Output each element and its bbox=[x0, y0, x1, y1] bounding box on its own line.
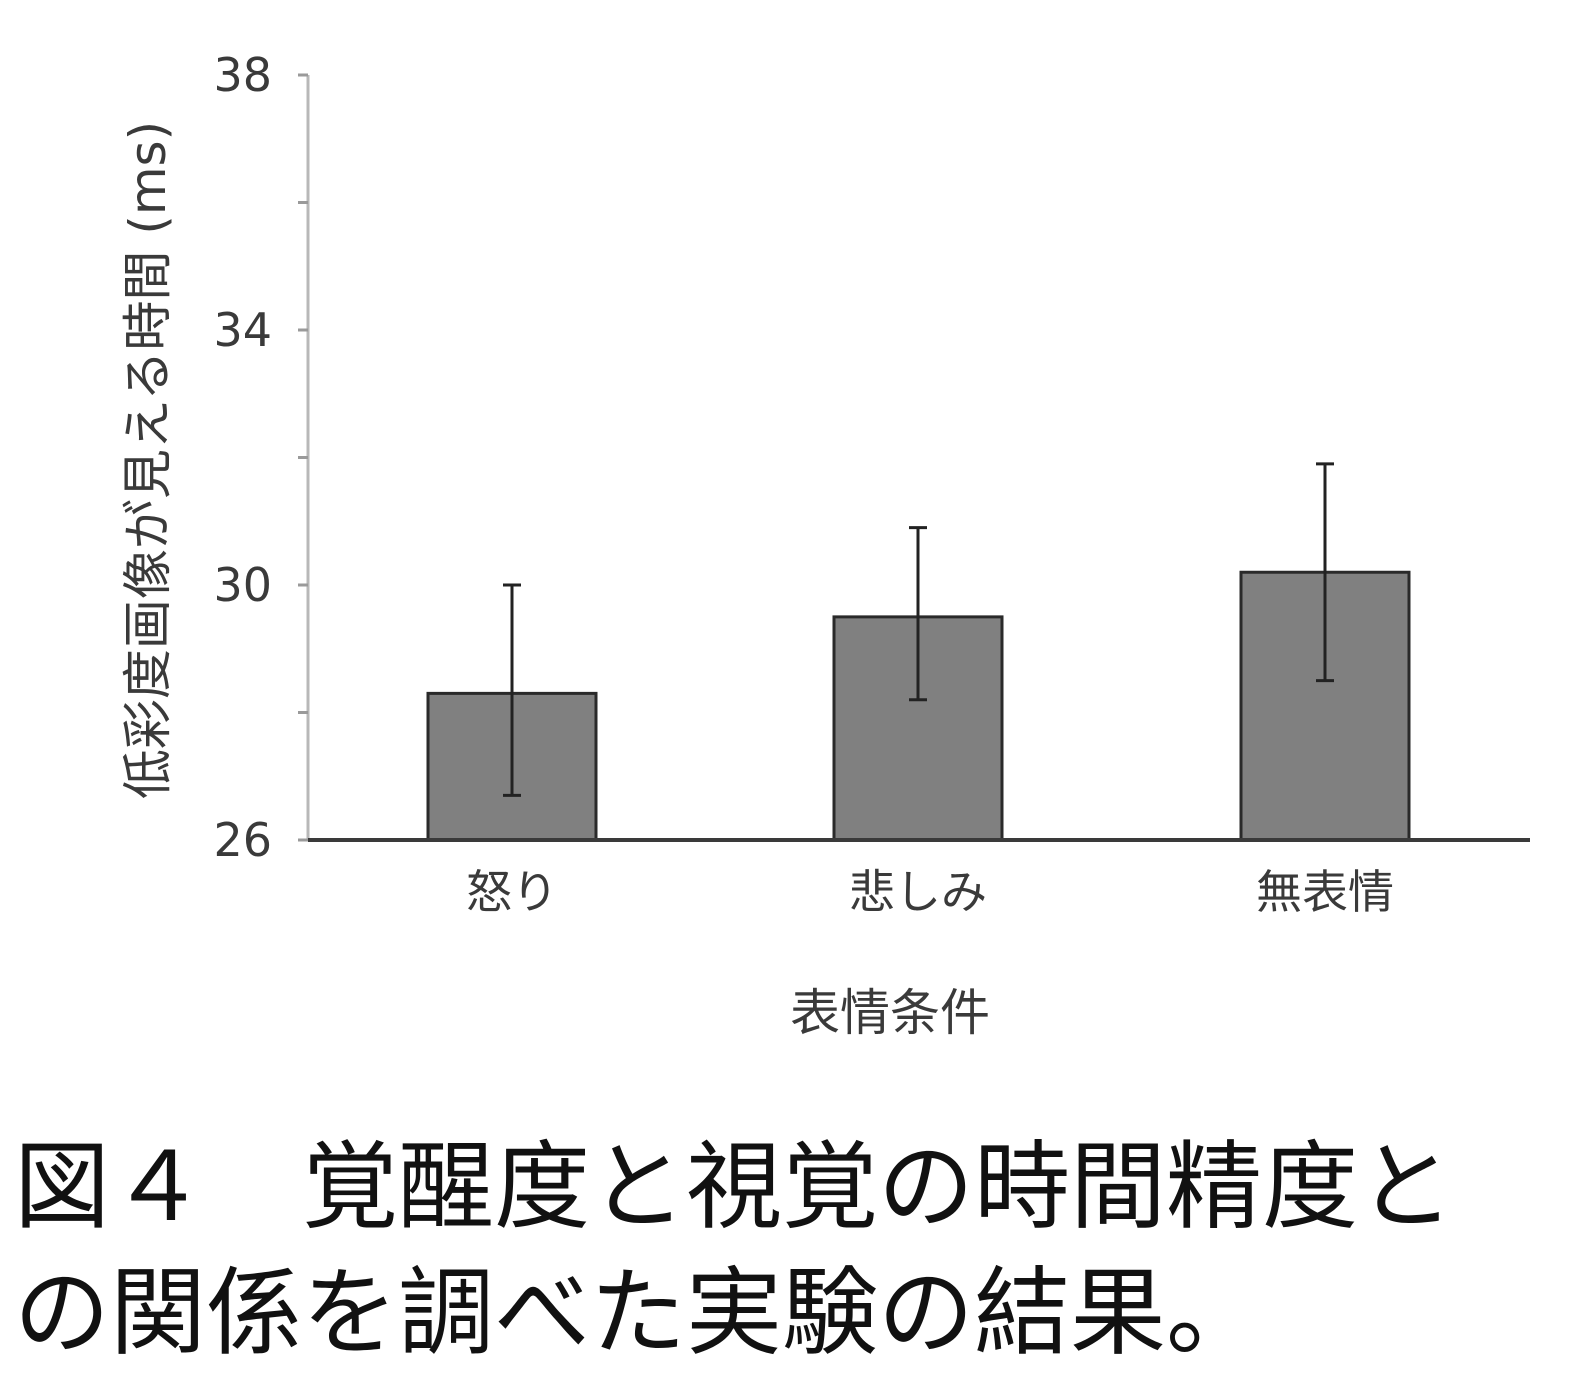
category-label-2: 悲しみ bbox=[849, 865, 987, 919]
y-tick-label: 30 bbox=[213, 558, 272, 612]
category-labels: 怒り 悲しみ 無表情 bbox=[466, 865, 1394, 919]
y-tick-label: 34 bbox=[213, 303, 272, 357]
y-axis: 26 30 34 38 bbox=[213, 48, 310, 867]
error-bars bbox=[503, 462, 1334, 797]
y-axis-title: 低彩度画像が見える時間 (ms) bbox=[119, 121, 177, 799]
x-axis-title: 表情条件 bbox=[790, 984, 990, 1042]
figure-caption-line-2: の関係を調べた実験の結果。 bbox=[14, 1257, 1262, 1369]
category-label-3: 無表情 bbox=[1256, 865, 1394, 919]
bar-chart: 26 30 34 38 怒り 悲しみ 無表情 表情条件 低彩度画像が見える時間 (ms) bbox=[119, 48, 1530, 1042]
category-label-1: 怒り bbox=[466, 865, 558, 919]
y-tick-label: 26 bbox=[213, 813, 272, 867]
figure-caption-line-1: 図４ 覚醒度と視覚の時間精度と bbox=[14, 1131, 1454, 1243]
y-tick-label: 38 bbox=[213, 48, 272, 102]
